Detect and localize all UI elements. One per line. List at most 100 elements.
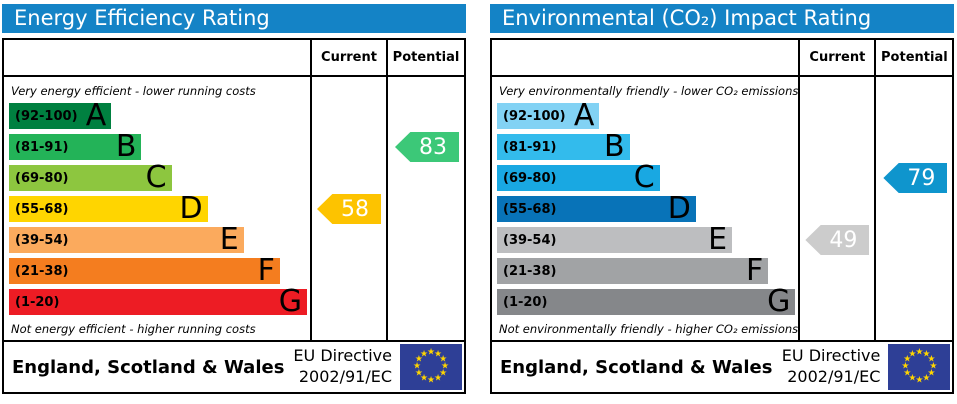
band-area: Very energy efficient - lower running co… <box>4 77 310 340</box>
potential-column: 83 <box>386 77 464 340</box>
band-row-a: (92-100) A <box>9 98 112 133</box>
band-range-label: (92-100) <box>503 108 566 124</box>
band-range-label: (55-68) <box>15 201 69 217</box>
band-range-label: (55-68) <box>503 201 557 217</box>
rating-table: Current Potential Very energy efficient … <box>2 38 466 394</box>
band-letter: B <box>115 129 137 164</box>
current-column: 58 <box>310 77 386 340</box>
band-range-label: (39-54) <box>503 232 557 248</box>
top-caption: Very energy efficient - lower running co… <box>11 84 256 98</box>
header-spacer <box>492 40 799 77</box>
eu-directive-line1: EU Directive <box>781 346 881 366</box>
star-icon: ★ <box>927 368 936 379</box>
band-range-label: (1-20) <box>503 294 548 310</box>
band-row-f: (21-38) F <box>9 253 280 288</box>
region-label: England, Scotland & Wales <box>500 356 773 378</box>
bottom-caption: Not environmentally friendly - higher CO… <box>499 322 799 336</box>
potential-column: 79 <box>874 77 952 340</box>
top-caption: Very environmentally friendly - lower CO… <box>499 84 799 98</box>
band-letter: B <box>604 129 625 164</box>
band-range-label: (39-54) <box>15 232 69 248</box>
star-icon: ★ <box>929 361 938 372</box>
star-icon: ★ <box>419 373 429 384</box>
band-range-label: (69-80) <box>503 170 557 186</box>
star-icon: ★ <box>412 361 422 372</box>
epc-charts: Energy Efficiency Rating Current Potenti… <box>2 4 954 394</box>
environmental-impact-panel: Environmental (CO₂) Impact Rating Curren… <box>490 4 954 394</box>
star-icon: ★ <box>426 347 436 358</box>
band-letter: D <box>179 191 203 226</box>
band-row-c: (69-80) C <box>497 163 660 193</box>
star-icon: ★ <box>922 373 931 384</box>
header-spacer <box>4 40 310 77</box>
star-icon: ★ <box>426 375 436 386</box>
potential-rating-pointer: 79 <box>883 163 948 193</box>
star-icon: ★ <box>433 349 443 360</box>
star-icon: ★ <box>922 349 931 360</box>
rating-table: Current Potential Very environmentally f… <box>490 38 954 394</box>
eu-flag-icon: ★ ★ ★ ★ ★ ★ ★ ★ ★ ★ ★ ★ <box>400 344 462 390</box>
band-letter: E <box>708 222 728 257</box>
band-row-b: (81-91) B <box>497 129 630 164</box>
star-icon: ★ <box>915 375 924 386</box>
band-letter: G <box>767 284 791 319</box>
band-row-c: (69-80) C <box>9 160 172 195</box>
column-header-potential: Potential <box>874 40 953 77</box>
band-range-label: (21-38) <box>503 263 557 279</box>
panel-footer: England, Scotland & Wales EU Directive 20… <box>492 340 953 392</box>
band-row-g: (1-20) G <box>497 284 796 319</box>
current-rating-pointer: 49 <box>805 225 870 255</box>
star-icon: ★ <box>901 361 910 372</box>
energy-efficiency-panel: Energy Efficiency Rating Current Potenti… <box>2 4 466 394</box>
band-range-label: (81-91) <box>503 139 557 155</box>
band-letter: F <box>257 253 275 288</box>
column-header-current: Current <box>310 40 386 77</box>
band-row-a: (92-100) A <box>497 98 600 133</box>
bottom-caption: Not energy efficient - higher running co… <box>11 322 256 336</box>
current-rating-pointer: 58 <box>317 194 381 224</box>
star-icon: ★ <box>419 349 429 360</box>
band-letter: C <box>145 160 167 195</box>
eu-directive-line1: EU Directive <box>293 346 392 366</box>
band-row-f: (21-38) F <box>497 253 769 288</box>
star-icon: ★ <box>414 368 423 379</box>
eu-directive-label: EU Directive 2002/91/EC <box>782 346 881 388</box>
star-icon: ★ <box>903 354 912 365</box>
band-range-label: (81-91) <box>15 139 69 155</box>
column-header-current: Current <box>798 40 875 77</box>
star-icon: ★ <box>433 373 443 384</box>
band-row-d: (55-68) D <box>497 191 696 226</box>
star-icon: ★ <box>440 361 450 372</box>
eu-flag-icon: ★ ★ ★ ★ ★ ★ ★ ★ ★ ★ ★ ★ <box>888 344 951 390</box>
band-letter: G <box>278 284 302 319</box>
panel-title: Environmental (CO₂) Impact Rating <box>490 4 954 33</box>
band-letter: A <box>85 98 107 133</box>
star-icon: ★ <box>908 373 917 384</box>
star-icon: ★ <box>903 368 912 379</box>
band-row-b: (81-91) B <box>9 129 142 164</box>
column-header-potential: Potential <box>386 40 464 77</box>
eu-directive-line2: 2002/91/EC <box>787 367 881 386</box>
band-letter: E <box>219 222 239 257</box>
panel-title: Energy Efficiency Rating <box>2 4 466 33</box>
panel-footer: England, Scotland & Wales EU Directive 20… <box>4 340 464 392</box>
eu-directive-label: EU Directive 2002/91/EC <box>293 346 392 388</box>
band-area: Very environmentally friendly - lower CO… <box>492 77 798 340</box>
current-column: 49 <box>798 77 874 340</box>
star-icon: ★ <box>915 347 924 358</box>
star-icon: ★ <box>414 354 423 365</box>
band-range-label: (1-20) <box>15 294 60 310</box>
band-letter: F <box>745 253 764 288</box>
star-icon: ★ <box>908 349 917 360</box>
band-range-label: (69-80) <box>15 170 69 186</box>
eu-directive-line2: 2002/91/EC <box>298 367 392 386</box>
band-row-e: (39-54) E <box>497 222 733 257</box>
star-icon: ★ <box>927 354 936 365</box>
region-label: England, Scotland & Wales <box>12 356 285 378</box>
band-row-d: (55-68) D <box>9 191 208 226</box>
band-range-label: (21-38) <box>15 263 69 279</box>
star-icon: ★ <box>439 368 448 379</box>
band-letter: A <box>573 98 595 133</box>
band-letter: D <box>667 191 691 226</box>
band-row-g: (1-20) G <box>9 284 307 319</box>
